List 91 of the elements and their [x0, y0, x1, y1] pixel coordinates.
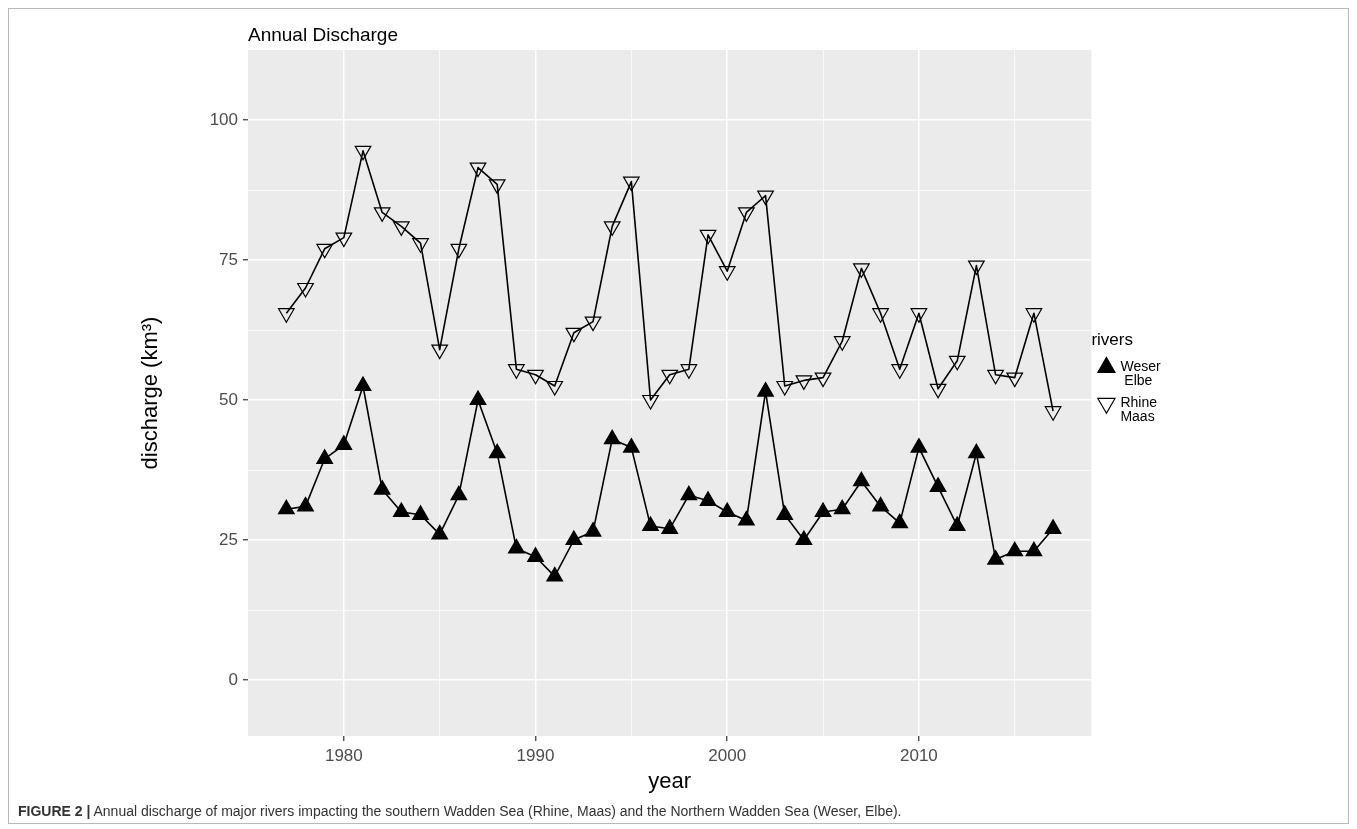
point	[910, 308, 928, 323]
point	[853, 471, 870, 487]
point	[603, 429, 621, 445]
point	[584, 316, 602, 332]
point	[872, 308, 889, 323]
point	[392, 221, 410, 236]
point	[297, 496, 314, 512]
x-axis-title: year	[648, 767, 692, 793]
point	[297, 282, 314, 298]
point	[833, 499, 851, 515]
point	[373, 480, 391, 495]
y-tick-label: 100	[209, 109, 238, 129]
point	[335, 435, 353, 450]
legend-title: rivers	[1091, 330, 1133, 350]
point	[910, 438, 928, 453]
point	[1025, 541, 1043, 557]
x-tick-label: 2010	[899, 745, 938, 765]
x-tick-label: 2000	[708, 745, 747, 765]
point	[354, 145, 372, 161]
point	[699, 229, 717, 245]
point	[987, 369, 1004, 385]
point	[680, 485, 698, 501]
point	[718, 502, 736, 518]
point	[948, 516, 966, 532]
point	[527, 369, 544, 385]
y-tick-label: 75	[219, 249, 238, 269]
point	[853, 263, 870, 278]
point	[776, 380, 794, 396]
point	[814, 502, 832, 518]
point	[622, 176, 640, 192]
point	[316, 243, 334, 259]
point	[776, 505, 794, 520]
x-tick-label: 1980	[324, 745, 363, 765]
x-tick-label: 1990	[516, 745, 555, 765]
point	[795, 530, 813, 546]
point	[565, 530, 583, 546]
y-tick-label: 0	[228, 669, 238, 689]
point	[891, 364, 909, 379]
point	[699, 491, 717, 506]
point	[929, 477, 947, 492]
point	[661, 519, 679, 534]
point	[622, 438, 640, 453]
point	[277, 308, 295, 323]
point	[757, 190, 774, 206]
point	[431, 524, 449, 540]
point	[795, 375, 813, 390]
point	[642, 516, 659, 532]
point	[737, 510, 755, 526]
point	[316, 449, 334, 464]
point	[488, 179, 506, 194]
point	[872, 496, 889, 512]
point	[584, 522, 602, 537]
chart-title: Annual Discharge	[248, 24, 398, 46]
point	[1006, 541, 1024, 557]
y-tick-label: 50	[219, 389, 238, 409]
point	[412, 505, 429, 520]
point	[718, 266, 736, 281]
point	[565, 327, 583, 343]
point	[987, 550, 1004, 565]
point	[469, 162, 487, 178]
point	[507, 364, 525, 379]
point	[737, 207, 755, 222]
point	[469, 390, 487, 406]
point	[412, 238, 429, 253]
point	[488, 443, 506, 459]
point	[450, 485, 468, 501]
point	[546, 380, 564, 396]
y-axis-title: discharge (km³)	[137, 316, 163, 470]
point	[373, 207, 391, 222]
point	[527, 547, 544, 562]
caption: FIGURE 2 | Annual discharge of major rivers impacting the southern Wadden Sea (Rhine, Maas) and the Northern Wadden Sea (Weser, Elbe).	[17, 802, 903, 821]
point	[546, 566, 564, 582]
y-tick-label: 25	[219, 529, 238, 549]
point	[603, 221, 621, 236]
point	[335, 232, 353, 248]
point	[392, 502, 410, 518]
point	[968, 443, 985, 459]
point	[891, 513, 909, 529]
legend-label: Rhine Maas	[1120, 394, 1158, 425]
point	[507, 538, 525, 554]
point	[431, 344, 449, 360]
point	[277, 499, 295, 515]
point	[1044, 519, 1062, 534]
legend-label: Weser Elbe	[1120, 358, 1161, 389]
point	[450, 243, 468, 259]
point	[1025, 308, 1043, 323]
point	[833, 336, 851, 351]
point	[948, 355, 966, 371]
point	[680, 364, 698, 379]
point	[968, 260, 985, 276]
point	[661, 369, 679, 385]
